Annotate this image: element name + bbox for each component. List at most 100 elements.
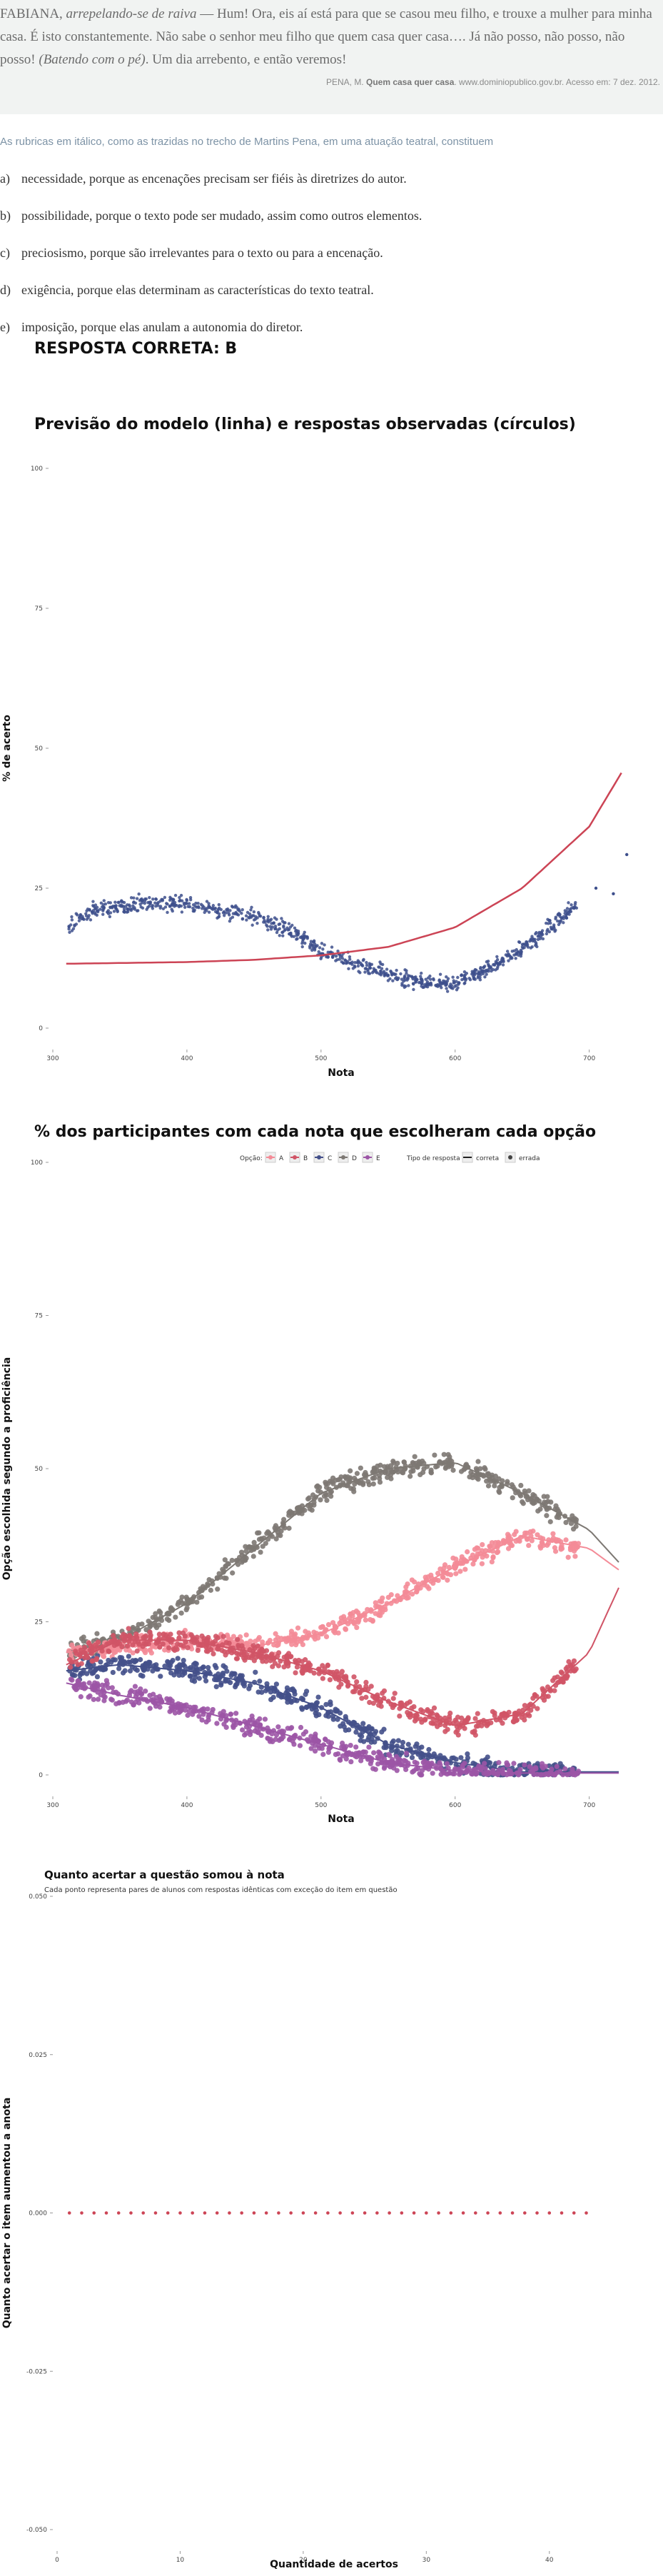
observed-point — [432, 978, 435, 982]
observed-point — [415, 977, 419, 982]
gain-point — [92, 2211, 96, 2215]
legend-option-title: Opção: — [240, 1155, 263, 1162]
gain-point — [338, 2211, 342, 2215]
y-tick-label: 0.025 — [29, 2052, 47, 2059]
point-d — [226, 1561, 231, 1567]
point-d — [358, 1465, 363, 1471]
observed-point — [560, 916, 563, 920]
point-d — [410, 1461, 417, 1466]
observed-point — [572, 906, 576, 910]
alt-letter: a) — [0, 171, 10, 186]
observed-point — [552, 923, 556, 927]
observed-point — [565, 916, 569, 920]
observed-point — [143, 901, 146, 905]
observed-point — [453, 985, 457, 988]
legend-dot-errada — [508, 1155, 512, 1159]
y-tick-label: 25 — [35, 1619, 43, 1626]
gain-point — [560, 2211, 564, 2215]
observed-point — [347, 967, 350, 971]
observed-point — [344, 959, 348, 962]
observed-point — [288, 932, 292, 936]
alternative-c[interactable]: c) preciosismo, porque são irrelevantes p… — [0, 246, 383, 261]
point-d — [401, 1459, 407, 1465]
alternative-a[interactable]: a) necessidade, porque as encenações prec… — [0, 171, 407, 186]
observed-point — [228, 913, 231, 917]
observed-point — [378, 972, 381, 976]
observed-point — [393, 972, 397, 976]
observed-point — [166, 902, 169, 906]
observed-point — [338, 955, 342, 959]
observed-point — [495, 958, 500, 962]
gain-point — [400, 2211, 404, 2215]
point-a — [440, 1574, 445, 1580]
observed-point — [410, 975, 414, 978]
point-a — [370, 1617, 375, 1624]
point-d — [492, 1483, 497, 1489]
point-d — [416, 1459, 422, 1464]
gain-point — [104, 2211, 108, 2215]
legend-label-d: D — [352, 1155, 357, 1162]
point-d — [258, 1549, 263, 1555]
point-d — [265, 1529, 270, 1535]
point-d — [184, 1605, 190, 1611]
observed-point — [185, 902, 189, 905]
observed-point — [378, 960, 382, 964]
alternative-b[interactable]: b) possibilidade, porque o texto pode ser… — [0, 208, 422, 223]
point-a — [535, 1532, 540, 1538]
observed-point — [365, 967, 370, 972]
observed-point — [73, 923, 76, 927]
alternative-d[interactable]: d) exigência, porque elas determinam as c… — [0, 283, 374, 298]
observed-point — [509, 957, 512, 960]
gain-point — [203, 2211, 207, 2215]
observed-point — [479, 966, 482, 970]
observed-point — [273, 925, 278, 928]
observed-point — [326, 955, 330, 959]
point-d — [243, 1544, 248, 1549]
observed-point — [318, 946, 322, 950]
observed-point — [551, 927, 555, 931]
observed-point — [482, 965, 485, 970]
observed-point — [534, 941, 538, 945]
x-axis-label: Nota — [328, 1813, 354, 1825]
observed-point — [414, 980, 417, 984]
point-d — [410, 1468, 416, 1474]
observed-point — [625, 852, 629, 857]
gain-point — [461, 2211, 465, 2215]
observed-point — [296, 931, 300, 935]
observed-point — [456, 986, 460, 990]
observed-point — [425, 980, 430, 984]
observed-point — [558, 921, 562, 925]
observed-point — [231, 915, 235, 919]
observed-point — [321, 947, 325, 951]
observed-point — [385, 967, 389, 971]
point-d — [273, 1536, 279, 1541]
observed-point — [217, 906, 221, 910]
point-d — [568, 1521, 575, 1526]
observed-point — [451, 987, 455, 990]
alternative-e[interactable]: e) imposição, porque elas anulam a autono… — [0, 320, 303, 335]
observed-point — [116, 900, 120, 905]
observed-point — [108, 911, 113, 915]
observed-point — [360, 963, 364, 967]
observed-point — [113, 900, 117, 904]
legend-type-title: Tipo de resposta — [406, 1155, 460, 1162]
observed-point — [93, 906, 97, 910]
point-a — [572, 1554, 578, 1559]
observed-point — [265, 919, 270, 922]
observed-point — [70, 929, 74, 932]
observed-point — [562, 921, 565, 925]
gain-point — [375, 2211, 379, 2215]
legend-label-a: A — [279, 1155, 284, 1162]
observed-point — [138, 899, 142, 902]
observed-point — [365, 963, 369, 967]
quote-stage-direction-2: (Batendo com o pé) — [39, 52, 146, 67]
observed-point — [70, 918, 74, 922]
observed-point — [420, 977, 423, 981]
trend-line-d — [66, 1461, 619, 1654]
chart2-title: % dos participantes com cada nota que es… — [34, 1123, 597, 1141]
point-d — [366, 1481, 372, 1488]
observed-point — [437, 984, 441, 987]
observed-point — [517, 940, 521, 944]
point-d — [381, 1464, 388, 1469]
observed-point — [255, 922, 259, 925]
